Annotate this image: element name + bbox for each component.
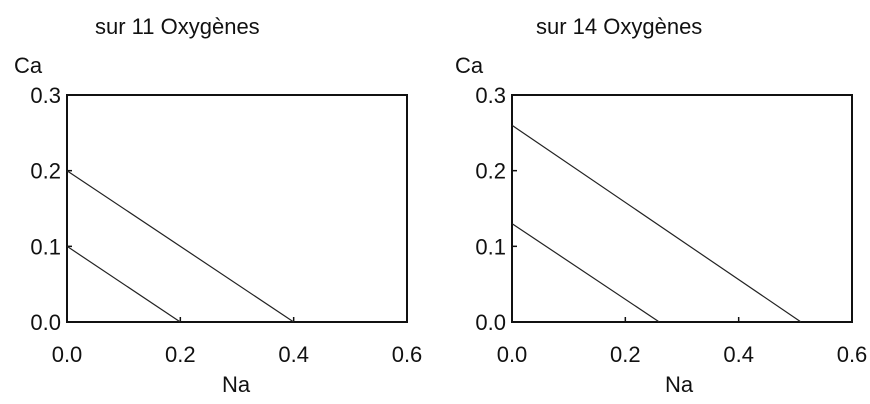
- chart-plot: 0.0 0.2 0.4 0.6 0.0 0.1 0.2 0.3: [30, 83, 423, 367]
- x-tick-label: 0.4: [278, 342, 309, 367]
- chart-title: sur 11 Oxygènes: [95, 14, 260, 39]
- y-tick-label: 0.0: [475, 310, 506, 335]
- y-tick-label: 0.3: [30, 83, 61, 108]
- x-tick-label: 0.4: [723, 342, 754, 367]
- chart-plot: 0.0 0.2 0.4 0.6 0.0 0.1 0.2 0.3: [475, 83, 868, 367]
- series-line: [511, 124, 802, 323]
- x-tick-label: 0.6: [837, 342, 868, 367]
- x-tick-label: 0.2: [610, 342, 641, 367]
- chart-panel-left: sur 11 Oxygènes Ca Na 0.0 0.2 0.4 0.6 0.0 0.1…: [0, 0, 430, 404]
- y-tick-label: 0.2: [475, 159, 506, 184]
- x-tick-label: 0.2: [165, 342, 196, 367]
- y-tick-label: 0.1: [475, 234, 506, 259]
- y-tick-label: 0.3: [475, 83, 506, 108]
- x-axis-label: Na: [665, 372, 694, 397]
- y-tick-label: 0.0: [30, 310, 61, 335]
- y-axis-label: Ca: [14, 53, 43, 78]
- plot-frame: [511, 94, 853, 323]
- y-tick-label: 0.1: [30, 234, 61, 259]
- plot-frame: [66, 94, 408, 323]
- chart-title: sur 14 Oxygènes: [536, 14, 703, 39]
- y-axis-label: Ca: [455, 53, 484, 78]
- series-line: [511, 223, 660, 323]
- x-axis-label: Na: [222, 372, 251, 397]
- x-tick-label: 0.0: [497, 342, 528, 367]
- x-tick-label: 0.6: [392, 342, 423, 367]
- series-line: [66, 170, 295, 323]
- y-tick-label: 0.2: [30, 159, 61, 184]
- series-line: [66, 245, 181, 323]
- chart-panel-right: sur 14 Oxygènes Ca Na 0.0 0.2 0.4 0.6 0.0 0.1…: [440, 0, 870, 404]
- x-tick-label: 0.0: [52, 342, 83, 367]
